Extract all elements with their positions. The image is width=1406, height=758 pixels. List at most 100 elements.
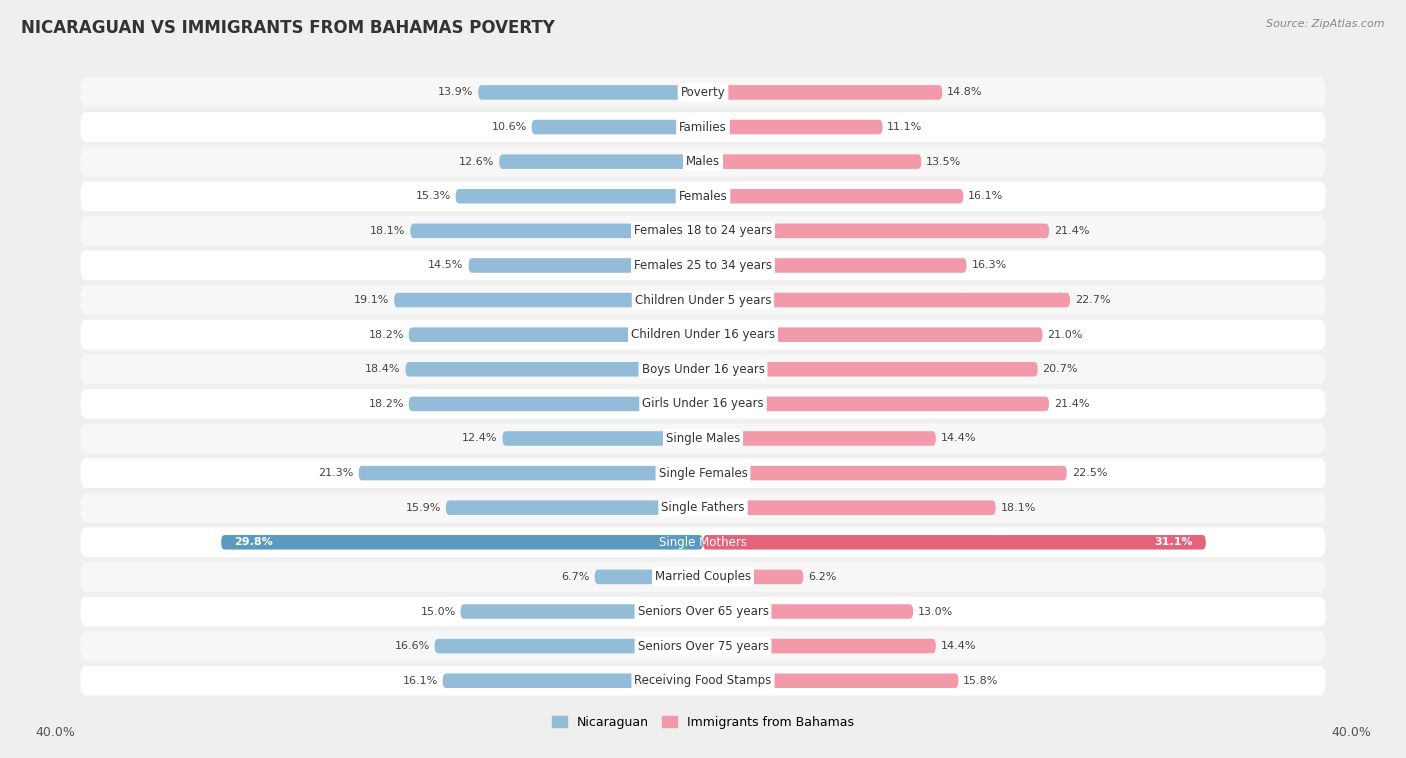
Text: 15.9%: 15.9%	[406, 503, 441, 512]
FancyBboxPatch shape	[478, 85, 703, 100]
Text: 16.1%: 16.1%	[402, 675, 437, 686]
FancyBboxPatch shape	[80, 528, 1326, 557]
Text: 21.4%: 21.4%	[1054, 399, 1090, 409]
Text: 16.6%: 16.6%	[395, 641, 430, 651]
FancyBboxPatch shape	[80, 562, 1326, 592]
Text: Single Males: Single Males	[666, 432, 740, 445]
Text: 14.5%: 14.5%	[429, 261, 464, 271]
Text: 13.5%: 13.5%	[927, 157, 962, 167]
FancyBboxPatch shape	[80, 285, 1326, 315]
FancyBboxPatch shape	[405, 362, 703, 377]
FancyBboxPatch shape	[80, 389, 1326, 418]
Text: Females: Females	[679, 190, 727, 202]
Text: 29.8%: 29.8%	[233, 537, 273, 547]
Text: Seniors Over 65 years: Seniors Over 65 years	[637, 605, 769, 618]
Text: 16.3%: 16.3%	[972, 261, 1007, 271]
Text: 18.2%: 18.2%	[368, 399, 404, 409]
Text: 10.6%: 10.6%	[492, 122, 527, 132]
FancyBboxPatch shape	[461, 604, 703, 619]
FancyBboxPatch shape	[703, 293, 1070, 307]
FancyBboxPatch shape	[703, 500, 995, 515]
FancyBboxPatch shape	[80, 181, 1326, 211]
Text: Receiving Food Stamps: Receiving Food Stamps	[634, 674, 772, 688]
FancyBboxPatch shape	[703, 362, 1038, 377]
FancyBboxPatch shape	[80, 424, 1326, 453]
FancyBboxPatch shape	[595, 570, 703, 584]
Text: 22.7%: 22.7%	[1074, 295, 1111, 305]
Text: 15.0%: 15.0%	[420, 606, 456, 616]
Text: Single Fathers: Single Fathers	[661, 501, 745, 514]
FancyBboxPatch shape	[703, 85, 942, 100]
FancyBboxPatch shape	[468, 258, 703, 273]
Text: 18.1%: 18.1%	[1001, 503, 1036, 512]
FancyBboxPatch shape	[80, 355, 1326, 384]
FancyBboxPatch shape	[411, 224, 703, 238]
FancyBboxPatch shape	[80, 320, 1326, 349]
FancyBboxPatch shape	[703, 639, 936, 653]
Text: 40.0%: 40.0%	[1331, 726, 1371, 739]
Text: 14.4%: 14.4%	[941, 641, 976, 651]
FancyBboxPatch shape	[703, 258, 966, 273]
Text: 13.9%: 13.9%	[439, 87, 474, 98]
FancyBboxPatch shape	[703, 327, 1043, 342]
Text: Females 18 to 24 years: Females 18 to 24 years	[634, 224, 772, 237]
Text: Girls Under 16 years: Girls Under 16 years	[643, 397, 763, 410]
Text: Females 25 to 34 years: Females 25 to 34 years	[634, 259, 772, 272]
Text: 12.4%: 12.4%	[463, 434, 498, 443]
FancyBboxPatch shape	[359, 466, 703, 481]
FancyBboxPatch shape	[456, 189, 703, 203]
Text: Families: Families	[679, 121, 727, 133]
FancyBboxPatch shape	[80, 112, 1326, 142]
FancyBboxPatch shape	[703, 224, 1049, 238]
FancyBboxPatch shape	[703, 120, 883, 134]
Text: 40.0%: 40.0%	[35, 726, 75, 739]
FancyBboxPatch shape	[703, 189, 963, 203]
FancyBboxPatch shape	[703, 431, 936, 446]
FancyBboxPatch shape	[80, 666, 1326, 696]
Text: 12.6%: 12.6%	[458, 157, 495, 167]
Text: 18.4%: 18.4%	[366, 365, 401, 374]
Text: Seniors Over 75 years: Seniors Over 75 years	[637, 640, 769, 653]
Text: 21.0%: 21.0%	[1047, 330, 1083, 340]
Text: Children Under 16 years: Children Under 16 years	[631, 328, 775, 341]
Text: 14.4%: 14.4%	[941, 434, 976, 443]
Text: Single Mothers: Single Mothers	[659, 536, 747, 549]
Text: 31.1%: 31.1%	[1154, 537, 1192, 547]
FancyBboxPatch shape	[703, 535, 1206, 550]
FancyBboxPatch shape	[80, 597, 1326, 626]
Text: 6.7%: 6.7%	[561, 572, 591, 582]
Text: 6.2%: 6.2%	[808, 572, 837, 582]
FancyBboxPatch shape	[531, 120, 703, 134]
Text: 16.1%: 16.1%	[969, 191, 1004, 202]
Text: 20.7%: 20.7%	[1043, 365, 1078, 374]
FancyBboxPatch shape	[499, 155, 703, 169]
Text: 15.8%: 15.8%	[963, 675, 998, 686]
Text: 22.5%: 22.5%	[1071, 468, 1107, 478]
Text: 14.8%: 14.8%	[948, 87, 983, 98]
Text: Married Couples: Married Couples	[655, 571, 751, 584]
FancyBboxPatch shape	[394, 293, 703, 307]
Text: Males: Males	[686, 155, 720, 168]
Text: 21.3%: 21.3%	[318, 468, 354, 478]
FancyBboxPatch shape	[80, 251, 1326, 280]
Text: 13.0%: 13.0%	[918, 606, 953, 616]
FancyBboxPatch shape	[409, 327, 703, 342]
FancyBboxPatch shape	[434, 639, 703, 653]
FancyBboxPatch shape	[502, 431, 703, 446]
Text: Children Under 5 years: Children Under 5 years	[634, 293, 772, 306]
Text: NICARAGUAN VS IMMIGRANTS FROM BAHAMAS POVERTY: NICARAGUAN VS IMMIGRANTS FROM BAHAMAS PO…	[21, 19, 555, 37]
FancyBboxPatch shape	[80, 77, 1326, 108]
Text: Source: ZipAtlas.com: Source: ZipAtlas.com	[1267, 19, 1385, 29]
FancyBboxPatch shape	[80, 458, 1326, 488]
FancyBboxPatch shape	[703, 673, 959, 688]
FancyBboxPatch shape	[446, 500, 703, 515]
FancyBboxPatch shape	[80, 631, 1326, 661]
FancyBboxPatch shape	[80, 216, 1326, 246]
Text: 15.3%: 15.3%	[416, 191, 451, 202]
FancyBboxPatch shape	[703, 570, 803, 584]
FancyBboxPatch shape	[703, 155, 921, 169]
Text: 21.4%: 21.4%	[1054, 226, 1090, 236]
FancyBboxPatch shape	[409, 396, 703, 411]
FancyBboxPatch shape	[221, 535, 703, 550]
FancyBboxPatch shape	[80, 147, 1326, 177]
